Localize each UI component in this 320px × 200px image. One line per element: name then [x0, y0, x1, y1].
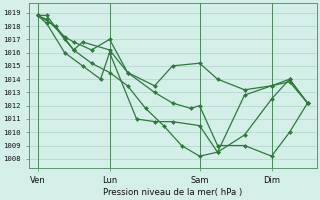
X-axis label: Pression niveau de la mer( hPa ): Pression niveau de la mer( hPa ) [103, 188, 242, 197]
